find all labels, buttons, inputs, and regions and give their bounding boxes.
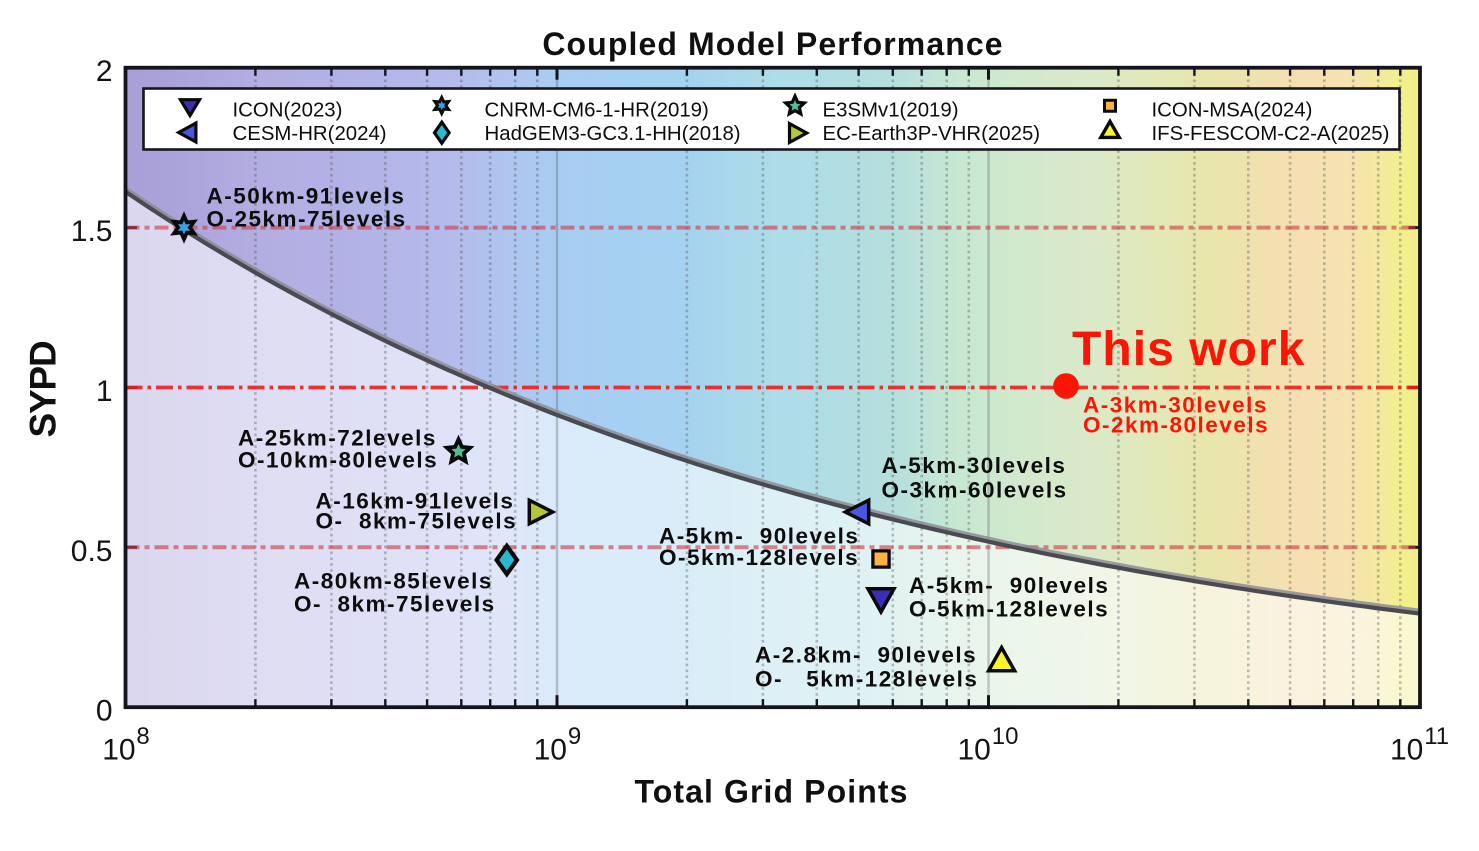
svg-text:10: 10 bbox=[1390, 734, 1423, 767]
svg-text:SYPD: SYPD bbox=[23, 341, 64, 437]
svg-text:ICON-MSA(2024): ICON-MSA(2024) bbox=[1152, 100, 1313, 122]
svg-text:1.5: 1.5 bbox=[71, 215, 113, 248]
svg-text:10: 10 bbox=[102, 734, 135, 767]
svg-text:A-5km-30levels: A-5km-30levels bbox=[882, 453, 1067, 478]
svg-text:E3SMv1(2019): E3SMv1(2019) bbox=[823, 100, 959, 122]
svg-text:O- 8km-75levels: O- 8km-75levels bbox=[316, 509, 518, 534]
svg-text:O- 8km-75levels: O- 8km-75levels bbox=[294, 591, 496, 616]
svg-text:O- 5km-128levels: O- 5km-128levels bbox=[755, 667, 978, 692]
svg-text:Total Grid Points: Total Grid Points bbox=[634, 774, 908, 810]
svg-text:CNRM-CM6-1-HR(2019): CNRM-CM6-1-HR(2019) bbox=[485, 100, 709, 122]
svg-text:0: 0 bbox=[96, 695, 113, 728]
svg-text:A-80km-85levels: A-80km-85levels bbox=[294, 569, 493, 594]
svg-text:O-5km-128levels: O-5km-128levels bbox=[659, 545, 859, 570]
svg-text:ICON(2023): ICON(2023) bbox=[233, 100, 343, 122]
svg-text:A-5km- 90levels: A-5km- 90levels bbox=[909, 573, 1109, 598]
svg-text:8: 8 bbox=[136, 723, 149, 750]
svg-text:A-3km-30levels: A-3km-30levels bbox=[1083, 392, 1268, 417]
svg-text:10: 10 bbox=[958, 734, 991, 767]
svg-text:This work: This work bbox=[1072, 323, 1305, 376]
svg-text:EC-Earth3P-VHR(2025): EC-Earth3P-VHR(2025) bbox=[823, 123, 1041, 145]
svg-text:9: 9 bbox=[568, 723, 581, 750]
svg-text:O-25km-75levels: O-25km-75levels bbox=[207, 207, 407, 232]
svg-text:0.5: 0.5 bbox=[71, 535, 113, 568]
svg-text:O-2km-80levels: O-2km-80levels bbox=[1083, 413, 1269, 438]
svg-text:IFS-FESCOM-C2-A(2025): IFS-FESCOM-C2-A(2025) bbox=[1152, 123, 1390, 145]
svg-text:O-5km-128levels: O-5km-128levels bbox=[909, 596, 1109, 621]
svg-text:A-2.8km- 90levels: A-2.8km- 90levels bbox=[755, 643, 977, 668]
svg-text:11: 11 bbox=[1424, 723, 1449, 750]
svg-text:CESM-HR(2024): CESM-HR(2024) bbox=[233, 123, 387, 145]
svg-text:A-50km-91levels: A-50km-91levels bbox=[207, 184, 406, 209]
svg-text:1: 1 bbox=[96, 375, 113, 408]
svg-text:HadGEM3-GC3.1-HH(2018): HadGEM3-GC3.1-HH(2018) bbox=[485, 123, 741, 145]
svg-text:10: 10 bbox=[534, 734, 567, 767]
svg-text:10: 10 bbox=[992, 723, 1019, 750]
svg-text:A-16km-91levels: A-16km-91levels bbox=[316, 489, 515, 514]
svg-text:O-10km-80levels: O-10km-80levels bbox=[238, 448, 438, 473]
svg-text:Coupled Model Performance: Coupled Model Performance bbox=[542, 26, 1003, 62]
svg-text:A-5km- 90levels: A-5km- 90levels bbox=[659, 524, 859, 549]
svg-text:2: 2 bbox=[96, 55, 113, 88]
svg-text:A-25km-72levels: A-25km-72levels bbox=[238, 426, 437, 451]
svg-text:O-3km-60levels: O-3km-60levels bbox=[882, 478, 1068, 503]
